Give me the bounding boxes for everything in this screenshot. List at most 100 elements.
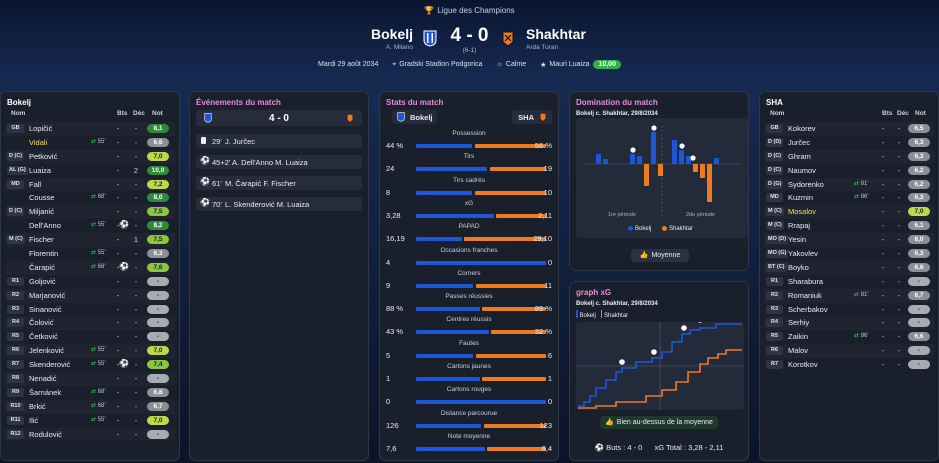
event-row[interactable]: ⚽ 45+2' A. Dell'Anno M. Luaiza	[196, 155, 362, 169]
player-name[interactable]: Rrapaj	[788, 221, 811, 231]
player-row[interactable]: AL (G) Luaiza - 2 10,0	[5, 164, 175, 178]
player-row[interactable]: R9 Šarnánek ⇄ 68' - -6,8	[5, 386, 175, 400]
stat-row[interactable]: xG 3,28 2,11	[386, 200, 552, 224]
player-name[interactable]: Fall	[29, 179, 42, 189]
player-row[interactable]: D (C) Petković - -7,0	[5, 150, 175, 164]
col-name[interactable]: Nom	[770, 110, 785, 117]
xg-chart[interactable]	[576, 317, 744, 410]
player-row[interactable]: MO (G) Yakovlev - -6,3	[764, 247, 934, 261]
away-crest-icon[interactable]	[501, 30, 515, 47]
home-crest-icon[interactable]	[423, 30, 437, 47]
player-name[interactable]: Lopičić	[29, 124, 53, 133]
man-of-the-match[interactable]: ★ Mauri Luaiza 10,00	[540, 60, 621, 69]
player-name[interactable]: Četković	[29, 332, 58, 342]
player-row[interactable]: R3 Scherbakov - - -	[764, 303, 934, 317]
stat-row[interactable]: Corners 9 11	[386, 270, 552, 294]
player-name[interactable]: Šarnánek	[29, 387, 62, 397]
player-row[interactable]: R10 Brkić ⇄ 68' - -6,7	[5, 400, 175, 414]
player-row[interactable]: M (C) Mosalov - -7,0	[764, 205, 934, 219]
player-name[interactable]: Marjanović	[29, 290, 66, 300]
player-name[interactable]: Miljanić	[29, 207, 55, 217]
player-name[interactable]: Scherbakov	[788, 304, 828, 314]
player-row[interactable]: R4 Čolović - - -	[5, 316, 175, 330]
player-row[interactable]: R8 Nenadić - - -	[5, 372, 175, 386]
player-name[interactable]: Dell'Anno	[29, 221, 61, 231]
player-row[interactable]: R6 Jelenković ⇄ 55' - -7,0	[5, 344, 175, 358]
stat-row[interactable]: Passes réussies 88 % 89 %	[386, 293, 552, 317]
player-name[interactable]: Yakovlev	[788, 249, 818, 259]
competition-label[interactable]: 🏆 Ligue des Champions	[424, 6, 515, 15]
player-row[interactable]: MD Fall - -7,2	[5, 178, 175, 192]
player-name[interactable]: Kokorev	[788, 124, 816, 133]
player-row[interactable]: R1 Sharabura - - -	[764, 275, 934, 289]
player-row[interactable]: R7 Skenderović ⇄ 55' ⚽ - -7,4	[5, 358, 175, 372]
player-row[interactable]: R5 Zaikin ⇄ 86' - -6,6	[764, 330, 934, 344]
stat-row[interactable]: Possession 44 % 56 %	[386, 130, 552, 154]
player-name[interactable]: Boyko	[788, 262, 809, 272]
domination-verdict[interactable]: 👍 Moyenne	[631, 249, 689, 262]
col-goals[interactable]: Bts	[117, 110, 128, 117]
player-row[interactable]: Dell'Anno ⇄ 55' ⚽ - -8,2	[5, 219, 175, 233]
player-name[interactable]: Ghram	[788, 151, 811, 161]
player-name[interactable]: Luaiza	[29, 165, 52, 175]
player-name[interactable]: Sharabura	[788, 276, 824, 286]
home-team[interactable]: Bokelj A. Milano	[371, 26, 413, 51]
player-row[interactable]: R12 Rodulović - - -	[5, 428, 175, 442]
player-row[interactable]: R1 Goljović - - -	[5, 275, 175, 289]
player-name[interactable]: Petković	[29, 151, 58, 161]
player-name[interactable]: Fischer	[29, 235, 54, 245]
player-row[interactable]: R4 Serhiy - - -	[764, 316, 934, 330]
event-row[interactable]: ⚽ 61' M. Čarapić F. Fischer	[196, 176, 362, 190]
player-row[interactable]: Vidali ⇄ 55' - -6,6	[5, 136, 175, 150]
away-team[interactable]: Shakhtar Arda Turan	[526, 26, 586, 51]
player-name[interactable]: Jelenković	[29, 346, 65, 356]
player-row[interactable]: D (C) Miljanić - -7,5	[5, 205, 175, 219]
stat-row[interactable]: Fautes 5 6	[386, 340, 552, 364]
player-row[interactable]: M (C) Rrapaj - -6,1	[764, 219, 934, 233]
player-row[interactable]: BT (C) Boyko - -6,6	[764, 261, 934, 275]
player-row[interactable]: Cousse ⇄ 68' - -8,0	[5, 191, 175, 205]
player-name[interactable]: Korotkov	[788, 360, 818, 370]
player-row[interactable]: R5 Četković - - -	[5, 330, 175, 344]
player-row[interactable]: D (C) Ghram - -6,3	[764, 150, 934, 164]
player-row[interactable]: R6 Malov - - -	[764, 344, 934, 358]
player-name[interactable]: Sydorenko	[788, 179, 824, 189]
stat-row[interactable]: Cartons jaunes 1 1	[386, 363, 552, 387]
player-name[interactable]: Ilić	[29, 415, 39, 425]
player-row[interactable]: MO (D) Yesin - -6,0	[764, 233, 934, 247]
stat-row[interactable]: Cartons rouges 0 0	[386, 386, 552, 410]
col-rating[interactable]: Not	[915, 110, 926, 117]
player-name[interactable]: Skenderović	[29, 360, 71, 370]
col-assists[interactable]: Déc	[897, 110, 909, 117]
col-goals[interactable]: Bts	[882, 110, 893, 117]
event-row[interactable]: 29' J. Jurčec	[196, 134, 362, 148]
stat-row[interactable]: Note moyenne 7,6 6,4	[386, 433, 552, 457]
player-row[interactable]: D (D) Jurčec - -6,3	[764, 136, 934, 150]
player-name[interactable]: Kuzmin	[788, 193, 814, 203]
domination-chart[interactable]: 1re période 2de période Bokelj Shakhtar	[576, 118, 748, 238]
player-row[interactable]: R7 Korotkov - - -	[764, 358, 934, 372]
player-name[interactable]: Rodulović	[29, 429, 62, 439]
stats-away-team[interactable]: SHA	[512, 110, 552, 124]
player-row[interactable]: Čarapić ⇄ 68' ⚽ - -7,6	[5, 261, 175, 275]
stat-row[interactable]: Occasions franches 4 0	[386, 247, 552, 271]
player-name[interactable]: Čarapić	[29, 262, 55, 272]
player-row[interactable]: Florentin ⇄ 55' - -6,3	[5, 247, 175, 261]
player-name[interactable]: Florentin	[29, 249, 59, 259]
player-name[interactable]: Čolović	[29, 318, 54, 328]
player-row[interactable]: R3 Sinanović - - -	[5, 303, 175, 317]
stadium[interactable]: ⌖ Gradski Stadion Podgorica	[392, 60, 483, 69]
player-name[interactable]: Sinanović	[29, 304, 62, 314]
stat-row[interactable]: Tirs cadrés 8 10	[386, 177, 552, 201]
player-row[interactable]: D (G) Sydorenko ⇄ 81' - -6,2	[764, 178, 934, 192]
player-row[interactable]: GB Lopičić - -8,1	[5, 122, 175, 136]
player-name[interactable]: Romaniuk	[788, 290, 822, 300]
stats-home-team[interactable]: Bokelj	[392, 110, 437, 124]
col-assists[interactable]: Déc	[133, 110, 145, 117]
player-row[interactable]: R11 Ilić ⇄ 55' - -7,0	[5, 414, 175, 428]
player-row[interactable]: D (C) Naumov - -6,2	[764, 164, 934, 178]
player-name[interactable]: Zaikin	[788, 332, 809, 342]
player-row[interactable]: MD Kuzmin ⇄ 86' - -6,3	[764, 191, 934, 205]
xg-verdict[interactable]: 👍 Bien au-dessus de la moyenne	[600, 416, 718, 429]
player-name[interactable]: Yesin	[788, 235, 807, 245]
